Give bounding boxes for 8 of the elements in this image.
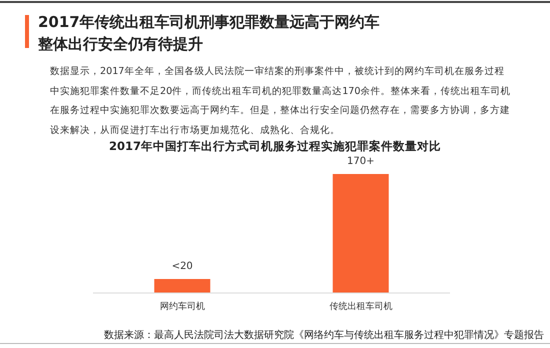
x-tick-label: 传统出租车司机 (329, 301, 392, 312)
text: 数据显示，2017年全年，全国各级人民法院一审结案的刑事案件中，被统计到的网约车司机在服务过程中实施犯罪案件数量不足20件，而传统出租车司机的犯罪数量高达170余件。整体来看，传统出租车司机在服务过程中实施犯罪次数要远高于网约车。但是，整体出行安全问题仍然存在，需要多方协调，多方建设来解决，从而促进打车出行市场更加规范化、成熟化、合规化。 (50, 65, 512, 138)
data-label: <20 (172, 261, 193, 272)
source-note: 数据来源：最高人民法院司法大数据研究院《网络约车与传统出租车服务过程中犯罪情况》专题报告 (104, 328, 544, 342)
chart-subtitle: 2017年中国打车出行方式司机服务过程实施犯罪案件数量对比 (108, 139, 442, 153)
x-tick-label: 网约车司机 (160, 301, 205, 312)
data-label: 170+ (347, 156, 374, 167)
chart-title: 2017年传统出租车司机刑事犯罪数量远高于网约车整体出行安全仍有待提升 (38, 12, 381, 55)
